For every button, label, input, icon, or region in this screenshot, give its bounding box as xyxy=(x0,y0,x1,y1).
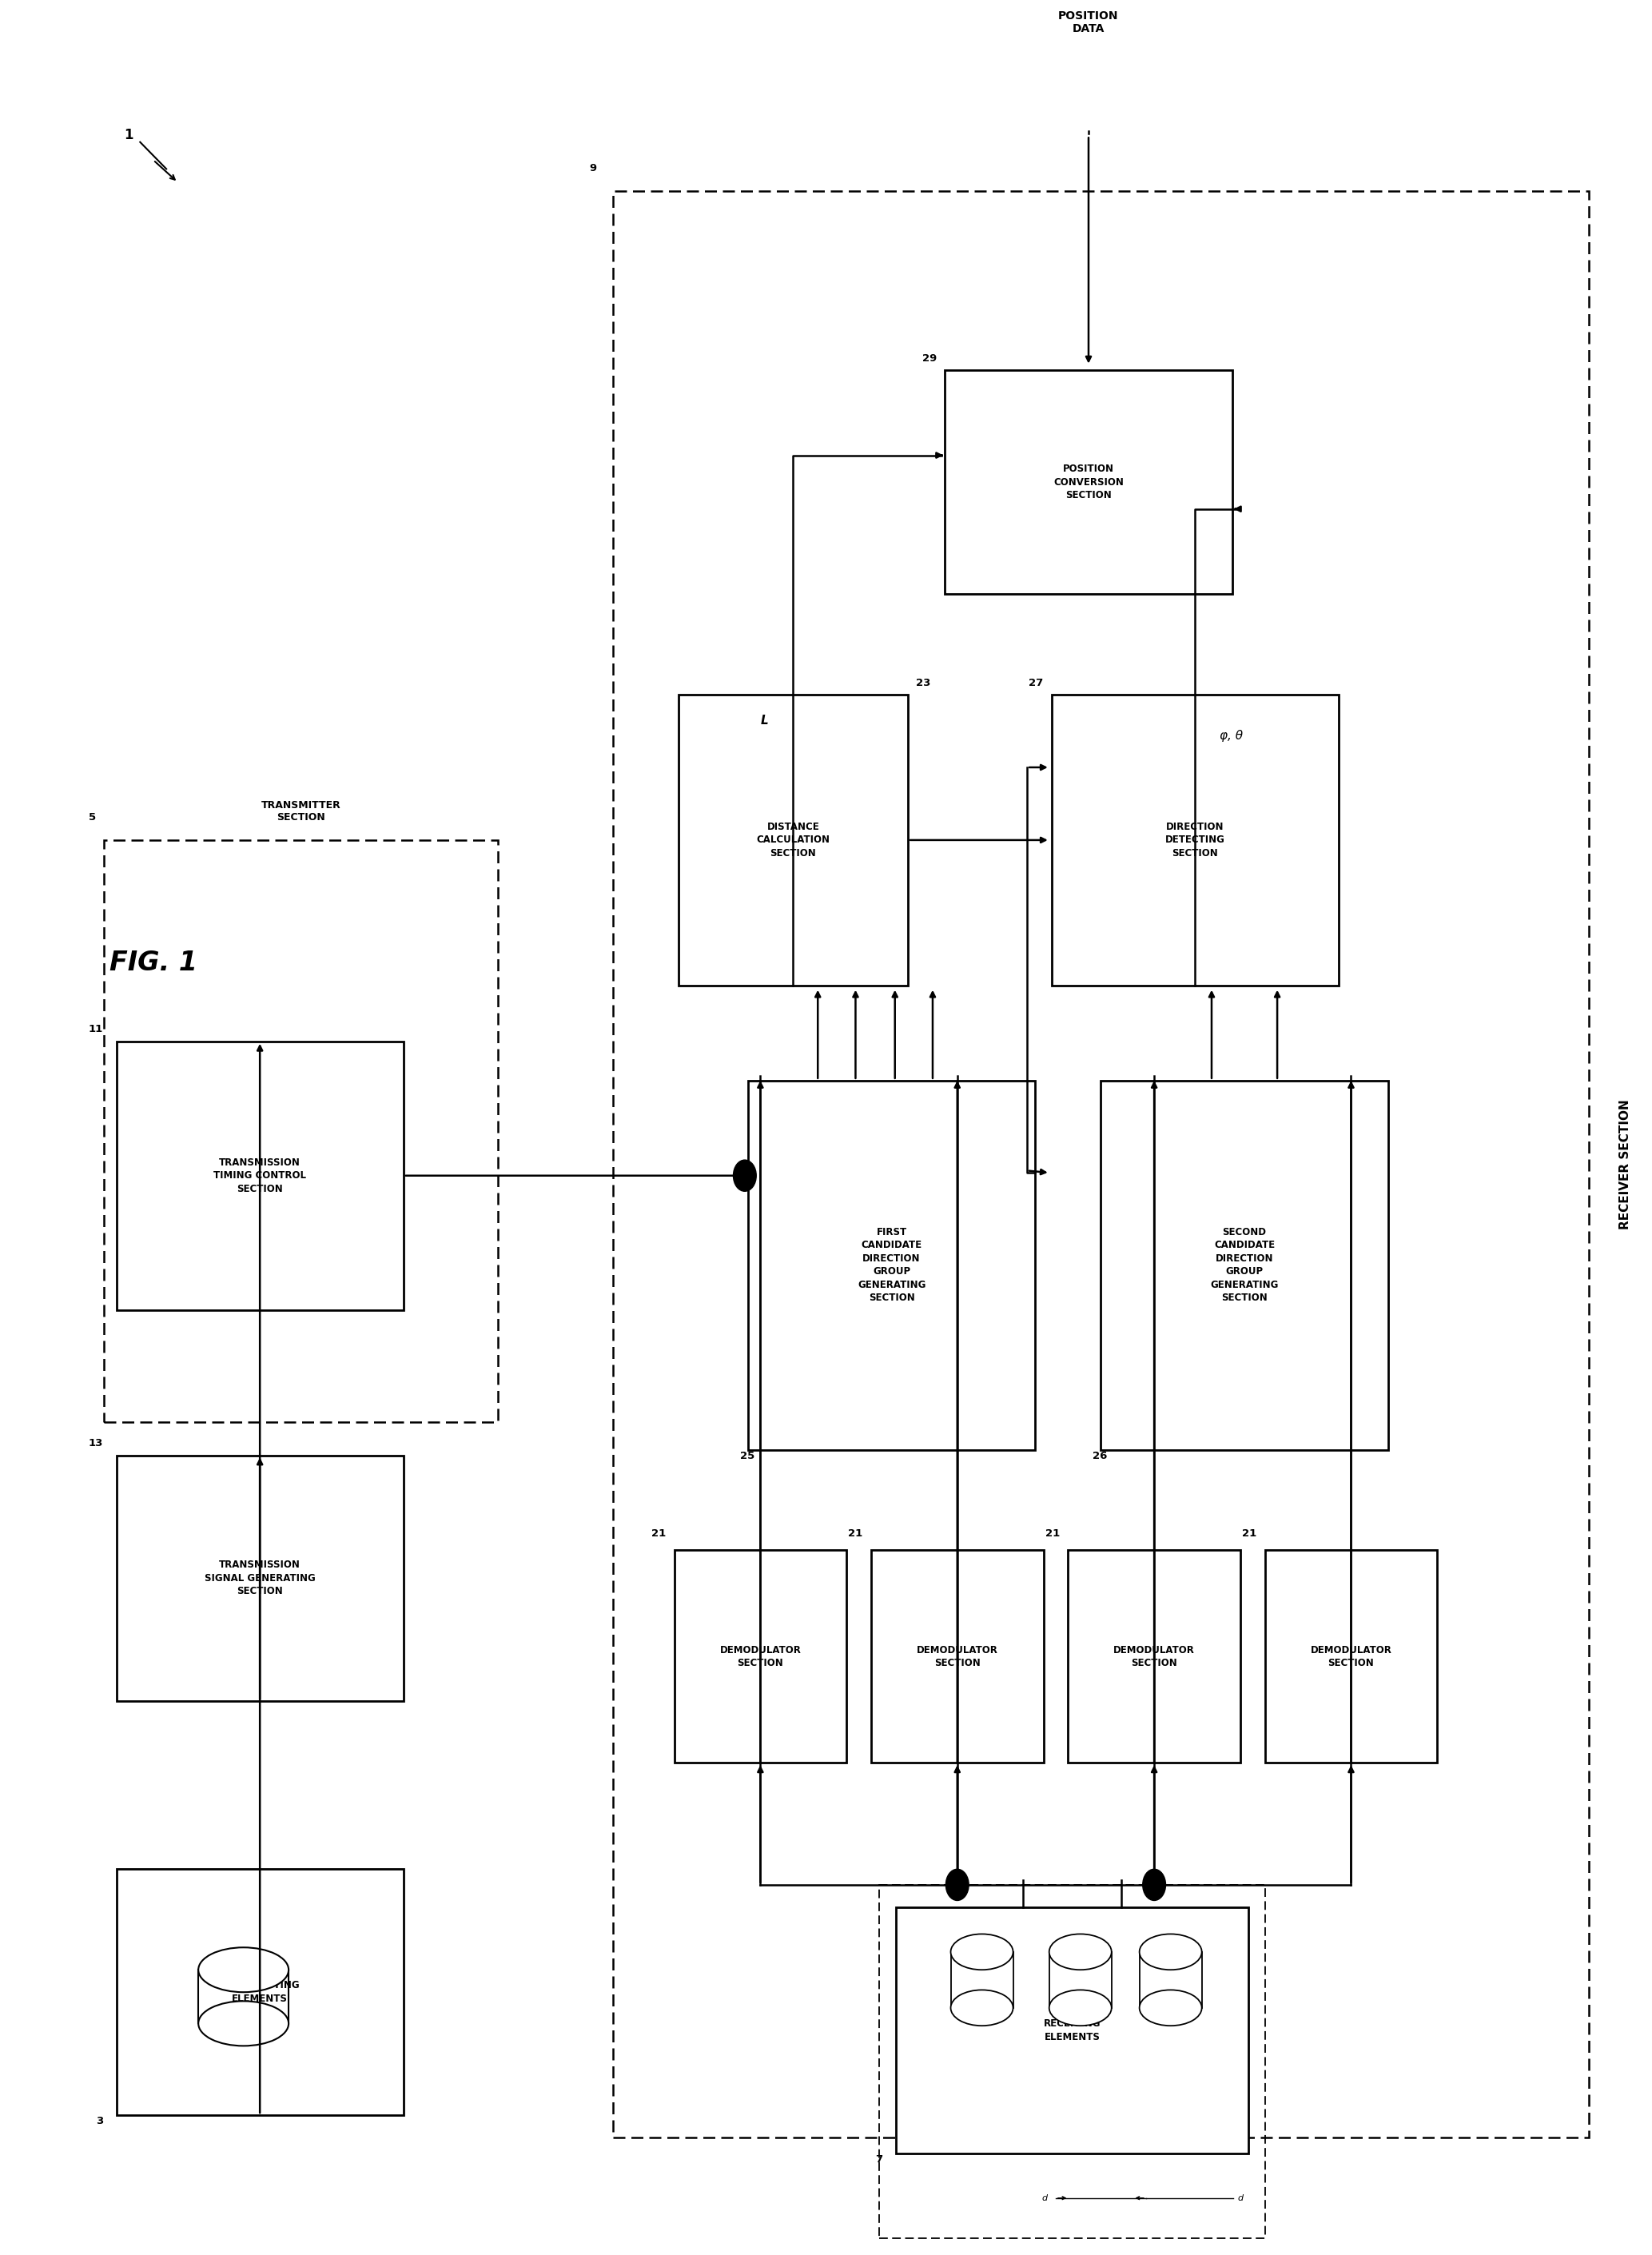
Text: φ, θ: φ, θ xyxy=(1219,731,1242,742)
Circle shape xyxy=(1143,1869,1166,1901)
Text: DEMODULATOR
SECTION: DEMODULATOR SECTION xyxy=(1310,1644,1391,1669)
Bar xyxy=(116,1454,403,1700)
Ellipse shape xyxy=(198,1948,289,1991)
Ellipse shape xyxy=(1140,1989,1201,2025)
Circle shape xyxy=(733,1159,757,1191)
Text: FIG. 1: FIG. 1 xyxy=(109,949,197,976)
Bar xyxy=(116,1042,403,1310)
Text: 5: 5 xyxy=(89,812,96,823)
Text: L: L xyxy=(762,715,768,726)
Ellipse shape xyxy=(1049,1935,1112,1971)
Text: 21: 21 xyxy=(1046,1529,1061,1540)
Bar xyxy=(1052,695,1338,985)
Bar xyxy=(945,370,1232,593)
Text: d: d xyxy=(1042,2194,1047,2201)
Text: 21: 21 xyxy=(651,1529,666,1540)
Text: 25: 25 xyxy=(740,1450,755,1461)
Ellipse shape xyxy=(1049,1989,1112,2025)
Bar xyxy=(613,192,1589,2138)
Ellipse shape xyxy=(950,1989,1013,2025)
Text: TRANSMISSION
SIGNAL GENERATING
SECTION: TRANSMISSION SIGNAL GENERATING SECTION xyxy=(205,1560,316,1597)
Text: DEMODULATOR
SECTION: DEMODULATOR SECTION xyxy=(720,1644,801,1669)
Text: 7: 7 xyxy=(876,2154,882,2165)
Text: SECOND
CANDIDATE
DIRECTION
GROUP
GENERATING
SECTION: SECOND CANDIDATE DIRECTION GROUP GENERAT… xyxy=(1211,1227,1279,1303)
Text: 11: 11 xyxy=(89,1024,102,1035)
Text: 23: 23 xyxy=(917,676,932,688)
Text: TRANSMITTER
SECTION: TRANSMITTER SECTION xyxy=(261,801,340,823)
Bar xyxy=(1100,1080,1388,1450)
Text: 9: 9 xyxy=(590,162,596,174)
Text: RECEIVER SECTION: RECEIVER SECTION xyxy=(1619,1100,1631,1229)
Bar xyxy=(748,1080,1036,1450)
Text: TRANSMITTING
ELEMENTS: TRANSMITTING ELEMENTS xyxy=(220,1980,301,2005)
Text: 27: 27 xyxy=(1029,676,1044,688)
Text: 13: 13 xyxy=(89,1439,102,1448)
Text: RECEIVING
ELEMENTS: RECEIVING ELEMENTS xyxy=(1044,2018,1100,2043)
Bar xyxy=(879,1885,1265,2239)
Bar xyxy=(871,1551,1044,1763)
Text: POSITION
CONVERSION
SECTION: POSITION CONVERSION SECTION xyxy=(1054,465,1123,501)
Text: d: d xyxy=(1237,2194,1244,2201)
Ellipse shape xyxy=(950,1935,1013,1971)
Bar xyxy=(895,1908,1249,2154)
Text: 29: 29 xyxy=(922,354,937,363)
Text: DISTANCE
CALCULATION
SECTION: DISTANCE CALCULATION SECTION xyxy=(757,821,829,859)
Text: 21: 21 xyxy=(849,1529,862,1540)
Bar xyxy=(1265,1551,1437,1763)
Bar xyxy=(116,1869,403,2115)
Text: DIRECTION
DETECTING
SECTION: DIRECTION DETECTING SECTION xyxy=(1165,821,1226,859)
Bar xyxy=(1069,1551,1241,1763)
Ellipse shape xyxy=(198,2000,289,2045)
Text: 21: 21 xyxy=(1242,1529,1257,1540)
Bar xyxy=(679,695,909,985)
Text: DEMODULATOR
SECTION: DEMODULATOR SECTION xyxy=(917,1644,998,1669)
Circle shape xyxy=(947,1869,968,1901)
Text: 1: 1 xyxy=(124,129,134,142)
Text: 3: 3 xyxy=(96,2115,102,2126)
Text: POSITION
DATA: POSITION DATA xyxy=(1059,11,1118,34)
Text: 26: 26 xyxy=(1092,1450,1107,1461)
Bar xyxy=(104,841,497,1421)
Text: TRANSMISSION
TIMING CONTROL
SECTION: TRANSMISSION TIMING CONTROL SECTION xyxy=(213,1157,306,1193)
Text: DEMODULATOR
SECTION: DEMODULATOR SECTION xyxy=(1113,1644,1194,1669)
Ellipse shape xyxy=(1140,1935,1201,1971)
Bar xyxy=(674,1551,846,1763)
Text: FIRST
CANDIDATE
DIRECTION
GROUP
GENERATING
SECTION: FIRST CANDIDATE DIRECTION GROUP GENERATI… xyxy=(857,1227,925,1303)
